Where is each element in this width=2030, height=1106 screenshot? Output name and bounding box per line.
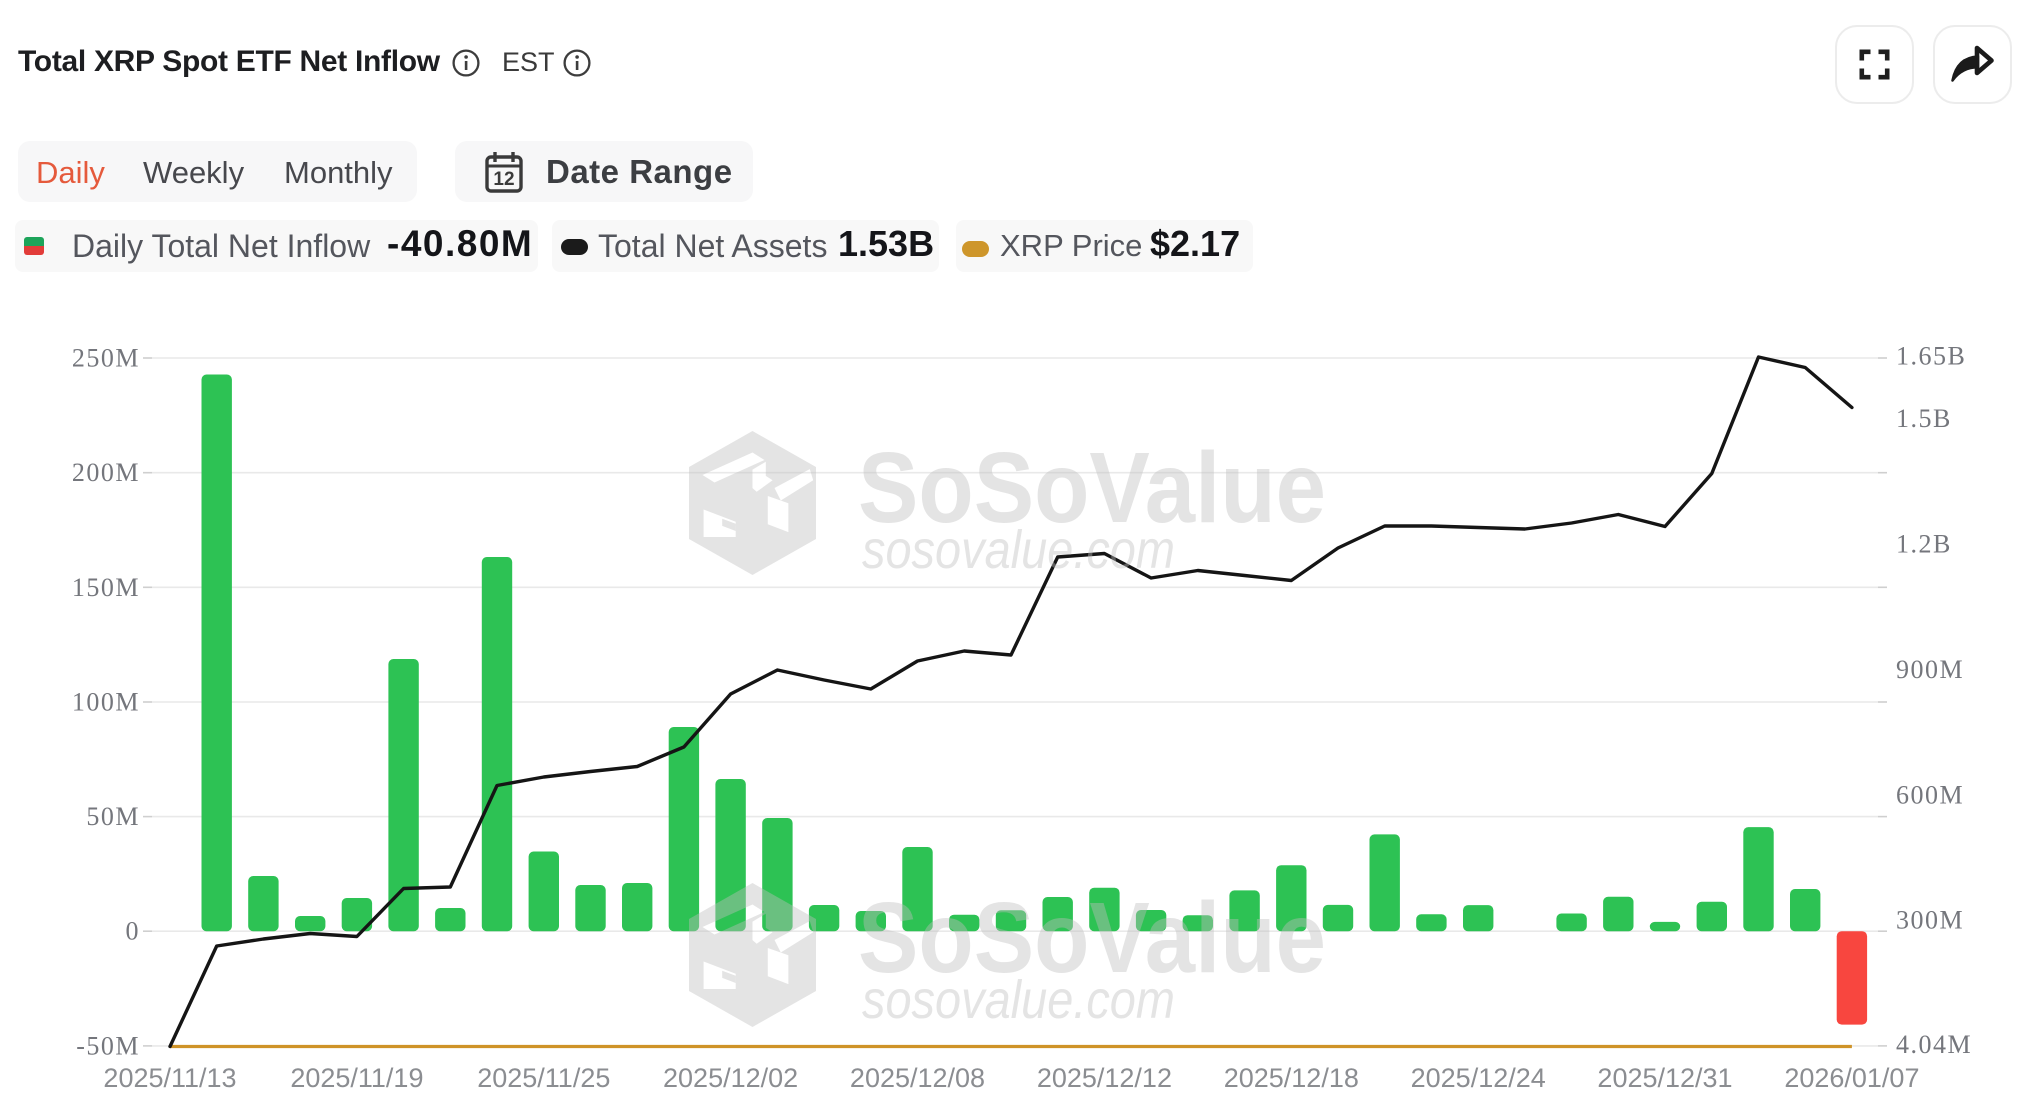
svg-text:SoSoValue: SoSoValue bbox=[858, 882, 1326, 994]
svg-text:2025/12/02: 2025/12/02 bbox=[663, 1063, 798, 1093]
svg-text:2025/11/19: 2025/11/19 bbox=[290, 1063, 423, 1093]
svg-text:900M: 900M bbox=[1896, 655, 1964, 684]
svg-text:100M: 100M bbox=[72, 688, 140, 717]
svg-text:sosovalue.com: sosovalue.com bbox=[862, 520, 1175, 580]
svg-text:0: 0 bbox=[126, 917, 141, 946]
svg-text:600M: 600M bbox=[1896, 780, 1964, 809]
svg-text:2025/12/12: 2025/12/12 bbox=[1037, 1063, 1172, 1093]
svg-text:sosovalue.com: sosovalue.com bbox=[862, 970, 1175, 1030]
svg-text:200M: 200M bbox=[72, 458, 140, 487]
svg-text:250M: 250M bbox=[72, 344, 140, 373]
svg-text:2025/11/25: 2025/11/25 bbox=[477, 1063, 610, 1093]
svg-text:150M: 150M bbox=[72, 573, 140, 602]
svg-text:2025/12/18: 2025/12/18 bbox=[1224, 1063, 1359, 1093]
svg-text:50M: 50M bbox=[86, 802, 140, 831]
svg-text:1.5B: 1.5B bbox=[1896, 404, 1952, 433]
svg-text:SoSoValue: SoSoValue bbox=[858, 432, 1326, 544]
svg-text:300M: 300M bbox=[1896, 906, 1964, 935]
svg-text:12: 12 bbox=[493, 169, 514, 190]
svg-text:4.04M: 4.04M bbox=[1896, 1030, 1972, 1059]
svg-text:2026/01/07: 2026/01/07 bbox=[1784, 1063, 1919, 1093]
svg-text:1.2B: 1.2B bbox=[1896, 529, 1952, 558]
svg-text:1.65B: 1.65B bbox=[1896, 342, 1966, 371]
svg-text:2025/12/24: 2025/12/24 bbox=[1411, 1063, 1546, 1093]
svg-text:-50M: -50M bbox=[76, 1031, 140, 1060]
svg-text:2025/12/08: 2025/12/08 bbox=[850, 1063, 985, 1093]
svg-text:2025/12/31: 2025/12/31 bbox=[1597, 1063, 1732, 1093]
svg-text:2025/11/13: 2025/11/13 bbox=[103, 1063, 236, 1093]
